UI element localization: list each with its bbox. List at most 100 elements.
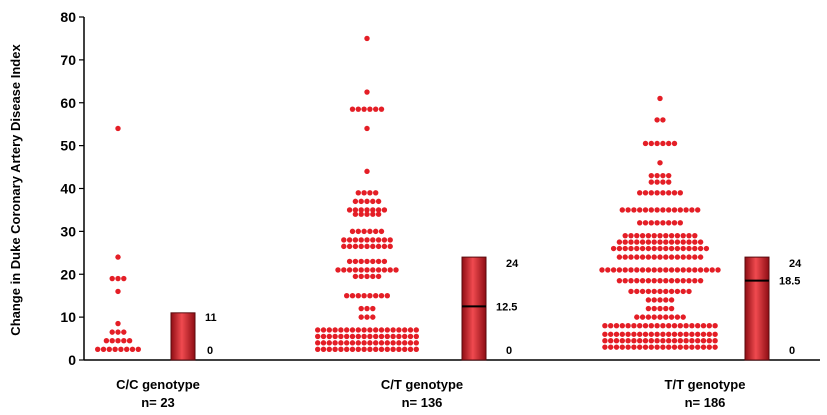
y-tick-label: 80 — [60, 9, 76, 25]
data-point — [668, 245, 675, 252]
y-tick-label: 70 — [60, 52, 76, 68]
low-label: 0 — [789, 345, 795, 357]
data-point — [689, 207, 695, 213]
data-point — [648, 190, 654, 196]
data-point — [616, 245, 623, 252]
data-point — [364, 314, 370, 320]
data-point — [677, 344, 683, 350]
data-point — [654, 323, 660, 329]
data-point — [668, 239, 675, 245]
data-point — [639, 232, 646, 239]
data-point — [103, 338, 110, 344]
data-point — [645, 277, 652, 284]
data-point — [613, 338, 620, 344]
dots — [95, 35, 721, 352]
data-point — [344, 327, 350, 333]
data-point — [599, 267, 605, 273]
group-size-label: n= 186 — [685, 395, 726, 410]
data-point — [367, 346, 373, 352]
data-point — [358, 237, 364, 243]
data-point — [645, 297, 652, 303]
data-point — [648, 140, 654, 147]
data-point — [645, 254, 652, 260]
data-point — [332, 340, 338, 346]
data-point — [700, 331, 707, 337]
data-point — [706, 323, 712, 329]
data-point — [692, 232, 698, 239]
data-point — [663, 245, 669, 252]
data-point — [121, 338, 127, 344]
data-point — [686, 239, 692, 245]
y-tick-label: 30 — [60, 223, 76, 239]
data-point — [671, 140, 678, 147]
data-point — [384, 292, 390, 299]
data-point — [358, 258, 364, 265]
data-point — [628, 267, 634, 273]
range-box — [170, 312, 196, 361]
data-point — [124, 346, 130, 352]
data-point — [115, 329, 121, 335]
data-point — [346, 258, 353, 265]
data-point — [375, 258, 382, 265]
data-point — [634, 254, 640, 260]
data-point — [413, 327, 419, 333]
data-point — [660, 220, 666, 226]
data-point — [358, 198, 364, 205]
data-point — [683, 207, 689, 213]
high-label: 24 — [789, 258, 802, 270]
data-point — [367, 190, 373, 196]
data-point — [645, 232, 652, 239]
data-point — [683, 323, 689, 329]
data-point — [657, 314, 663, 320]
data-point — [668, 288, 675, 295]
data-point — [370, 314, 376, 320]
data-point — [355, 333, 361, 340]
data-point — [697, 245, 704, 252]
data-point — [657, 245, 663, 252]
data-point — [367, 333, 373, 340]
y-tick-label: 60 — [60, 95, 76, 111]
data-point — [628, 239, 634, 245]
data-point — [106, 346, 113, 352]
data-point — [692, 245, 698, 252]
data-point — [654, 207, 660, 213]
data-point — [628, 232, 634, 239]
data-point — [364, 89, 370, 95]
data-point — [671, 323, 678, 329]
range-box — [461, 256, 487, 361]
data-point — [663, 232, 669, 239]
data-point — [315, 346, 321, 352]
data-point — [645, 288, 652, 295]
data-point — [622, 267, 628, 273]
data-point — [352, 243, 359, 250]
data-point — [697, 254, 704, 260]
data-point — [370, 305, 376, 312]
data-point — [370, 237, 376, 243]
data-point — [320, 340, 327, 346]
data-point — [402, 333, 408, 340]
median-label: 12.5 — [496, 301, 517, 313]
data-point — [619, 338, 625, 344]
data-point — [407, 327, 414, 333]
data-point — [613, 331, 620, 337]
data-point — [326, 346, 332, 352]
data-point — [384, 333, 390, 340]
data-point — [364, 168, 370, 175]
data-point — [384, 327, 390, 333]
data-point — [622, 239, 628, 245]
data-point — [639, 254, 646, 260]
data-point — [358, 314, 364, 320]
data-point — [686, 245, 692, 252]
category-label: C/C genotype — [116, 377, 200, 392]
data-point — [637, 338, 643, 344]
data-point — [364, 125, 370, 132]
data-point — [118, 346, 124, 352]
data-point — [407, 340, 414, 346]
data-point — [637, 323, 643, 329]
data-point — [703, 245, 710, 252]
data-point — [378, 292, 385, 299]
high-label: 24 — [506, 258, 519, 270]
data-point — [355, 340, 361, 346]
data-point — [361, 327, 367, 333]
data-point — [341, 237, 347, 243]
